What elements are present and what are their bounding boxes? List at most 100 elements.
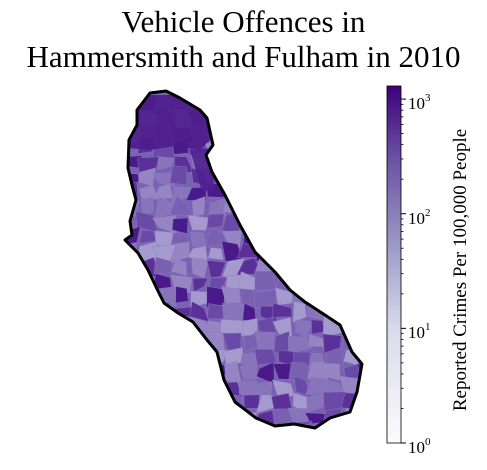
ward-polygon	[125, 422, 143, 428]
ward-polygon	[256, 92, 277, 110]
ward-polygon	[253, 165, 276, 189]
ward-polygon	[226, 121, 243, 142]
colorbar-tick-label: 102	[408, 205, 431, 227]
ward-polygon	[357, 184, 362, 204]
ward-polygon	[322, 421, 347, 428]
ward-polygon	[324, 242, 344, 263]
ward-polygon	[137, 287, 158, 308]
ward-polygon	[311, 271, 331, 295]
ward-polygon	[259, 195, 274, 216]
ward-polygon	[361, 260, 362, 274]
ward-polygon	[125, 323, 137, 338]
ward-polygon	[186, 364, 209, 381]
ward-polygon	[339, 242, 362, 264]
ward-polygon	[125, 348, 141, 369]
ward-polygon	[359, 108, 362, 126]
north-dark-zone	[128, 95, 215, 150]
ward-polygon	[255, 245, 278, 262]
ward-polygon	[257, 316, 277, 333]
ward-polygon	[134, 332, 157, 353]
ward-polygon	[341, 317, 362, 334]
ward-polygon	[125, 376, 142, 397]
ward-polygon	[153, 256, 174, 274]
ward-polygon	[307, 201, 328, 218]
ward-polygon	[306, 242, 329, 262]
ward-polygon	[361, 166, 362, 187]
ward-polygon	[338, 188, 359, 204]
ward-polygon	[339, 139, 359, 154]
tick-label-base: 10	[408, 94, 425, 114]
ward-polygon	[289, 140, 310, 156]
ward-polygon	[342, 91, 362, 108]
tick-label-exponent: 3	[425, 92, 431, 105]
ward-polygon	[173, 410, 194, 425]
ward-polygon	[141, 197, 155, 218]
ward-polygon	[288, 335, 313, 354]
ward-polygon	[273, 172, 296, 188]
ward-polygon	[309, 136, 325, 157]
ward-polygon	[289, 246, 312, 262]
ward-polygon	[306, 181, 328, 200]
ward-polygon	[292, 260, 309, 276]
ward-polygon	[138, 426, 155, 428]
ward-polygon	[344, 421, 358, 428]
ward-polygon	[327, 273, 346, 293]
ward-polygon	[254, 105, 279, 122]
ward-polygon	[270, 199, 290, 214]
ward-polygon	[359, 124, 362, 144]
ward-polygon	[339, 155, 362, 168]
ward-polygon	[322, 363, 341, 381]
ward-polygon	[239, 365, 258, 380]
ward-polygon	[358, 226, 362, 248]
ward-polygon	[205, 94, 222, 112]
ward-polygon	[306, 215, 330, 231]
ward-polygon	[152, 395, 176, 407]
ward-polygon	[207, 247, 224, 261]
ward-polygon	[237, 111, 262, 127]
ward-polygon	[187, 214, 210, 231]
map-title: Vehicle Offences in Hammersmith and Fulh…	[0, 4, 487, 74]
map-title-line-1: Vehicle Offences in	[121, 4, 366, 39]
ward-polygon	[290, 226, 312, 250]
ward-polygon	[203, 349, 227, 363]
ward-polygon	[134, 391, 156, 413]
ward-polygon	[360, 274, 362, 290]
ward-polygon	[243, 394, 260, 409]
colorbar-tick-label: 101	[408, 319, 431, 341]
ward-polygon	[155, 423, 174, 428]
tick-label-base: 10	[408, 438, 425, 457]
ward-polygon	[125, 391, 142, 415]
ward-polygon	[187, 406, 210, 428]
ward-polygon	[190, 425, 211, 428]
ward-polygon	[221, 240, 243, 262]
ward-polygon	[358, 332, 362, 352]
ward-polygon	[169, 424, 194, 428]
ward-polygon	[339, 121, 359, 137]
ward-polygon	[323, 232, 344, 248]
ward-polygon	[289, 108, 312, 128]
ward-polygon	[206, 260, 226, 278]
ward-polygon	[360, 423, 362, 428]
ward-polygon	[343, 258, 360, 278]
ward-polygon	[137, 410, 158, 426]
ward-polygon	[356, 317, 362, 338]
ward-polygon	[156, 332, 177, 354]
ward-polygon	[254, 155, 280, 172]
ward-polygon	[153, 363, 173, 380]
colorbar-label-text: Reported Crimes Per 100,000 People	[450, 128, 471, 412]
ward-polygon	[225, 167, 245, 189]
ward-polygon	[356, 92, 362, 113]
ward-polygon	[125, 409, 144, 427]
tick-label-exponent: 0	[425, 436, 431, 448]
ward-polygon	[169, 346, 191, 369]
ward-polygon	[208, 198, 227, 218]
ward-polygon	[305, 152, 327, 173]
ward-polygon	[275, 138, 293, 158]
ward-polygon	[271, 91, 295, 115]
ward-polygon	[312, 126, 324, 144]
ward-polygon	[306, 106, 327, 127]
ward-polygon	[293, 180, 313, 202]
ward-polygon	[125, 306, 138, 323]
ward-polygon	[322, 122, 347, 139]
ward-polygon	[192, 277, 209, 293]
